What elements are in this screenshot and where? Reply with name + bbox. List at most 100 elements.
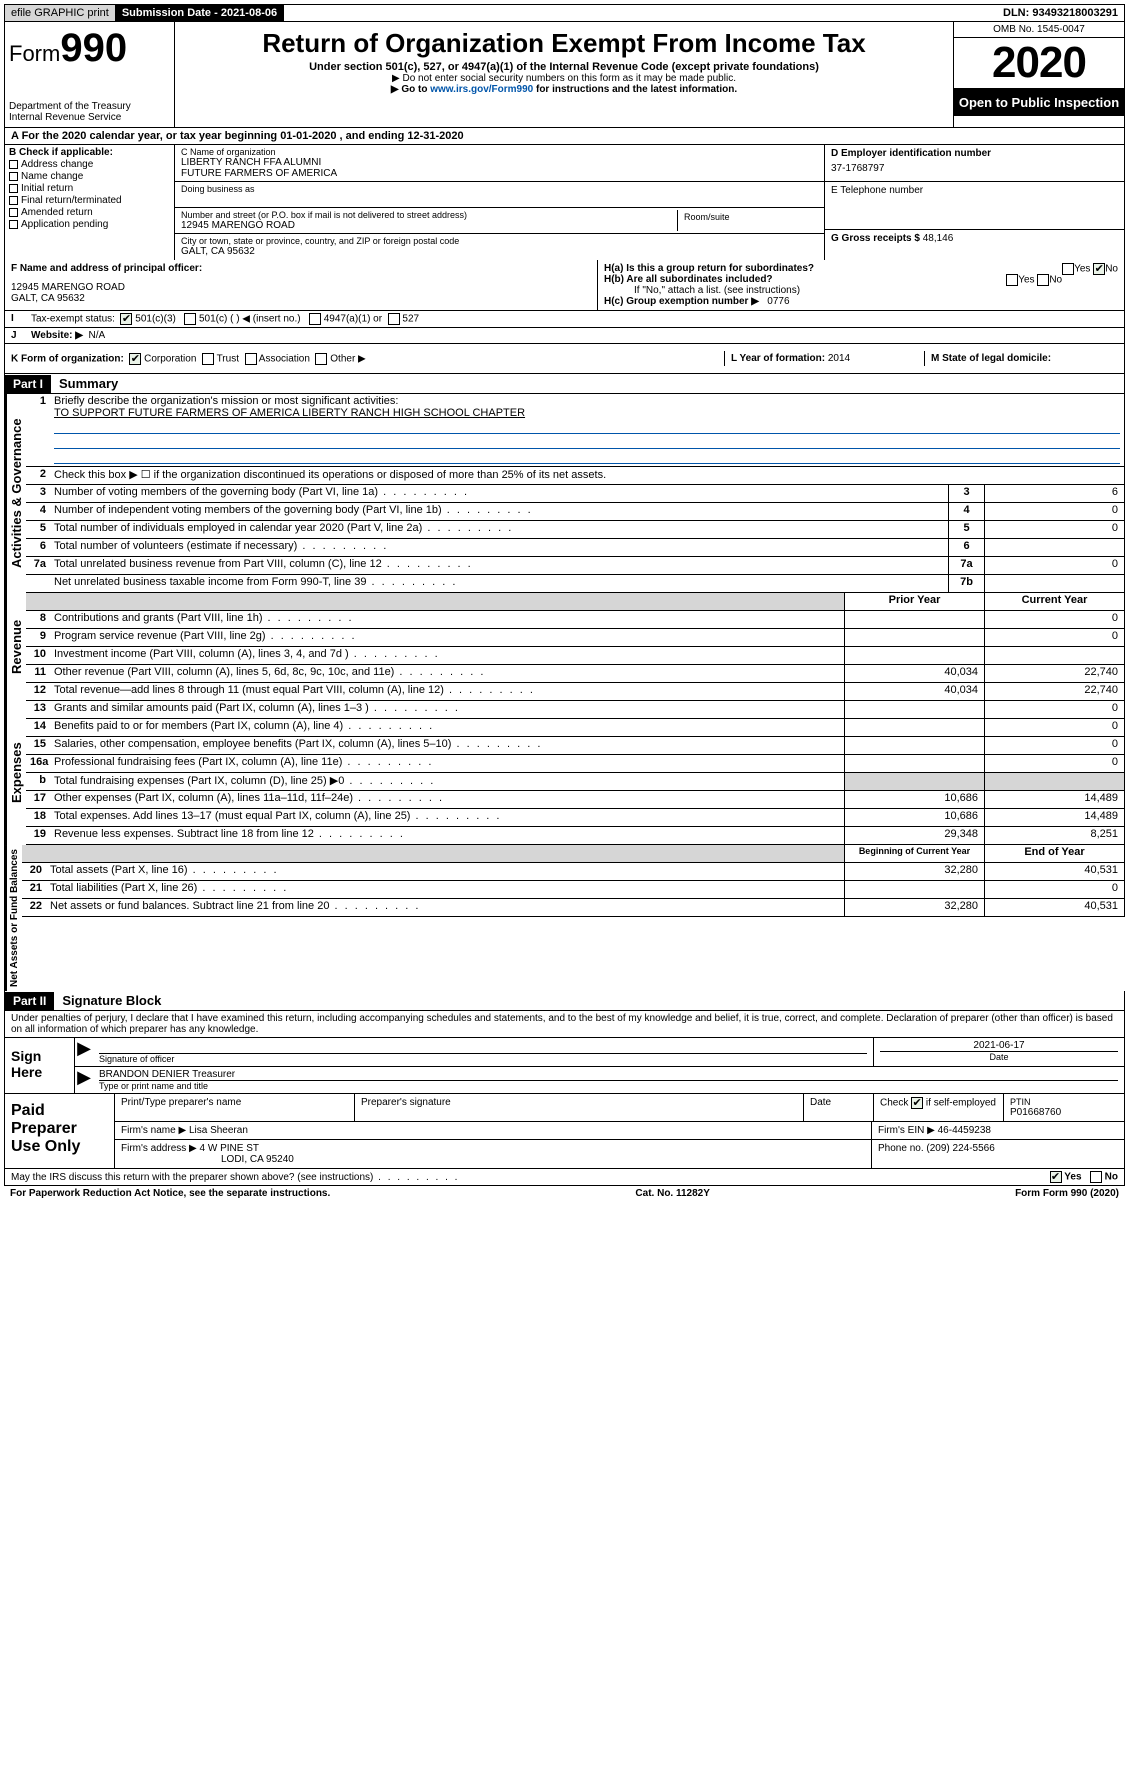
row-num: 13 [26,701,50,718]
q1-text: Briefly describe the organization's miss… [54,395,398,407]
submission-date: Submission Date - 2021-08-06 [116,5,284,21]
chk-final[interactable]: Final return/terminated [9,195,170,206]
row-val: 0 [984,503,1124,520]
subtitle-3: ▶ Go to www.irs.gov/Form990 for instruct… [179,84,949,95]
paperwork: For Paperwork Reduction Act Notice, see … [10,1188,330,1199]
row-current: 0 [984,737,1124,754]
room-lbl: Room/suite [678,210,818,231]
row-prior: 32,280 [844,863,984,880]
sig-officer-lbl: Signature of officer [99,1054,867,1064]
k-opt0: Corporation [144,353,196,364]
chk-pending[interactable]: Application pending [9,219,170,230]
chk-initial[interactable]: Initial return [9,183,170,194]
vlabel-net: Net Assets or Fund Balances [5,845,22,991]
q1-line3 [54,450,1120,464]
discuss-q: May the IRS discuss this return with the… [11,1172,459,1183]
section-net: Net Assets or Fund Balances Beginning of… [4,845,1125,991]
row-val: 0 [984,557,1124,574]
i-501c[interactable] [184,313,196,325]
prep-row-3: Firm's address ▶ 4 W PINE ST LODI, CA 95… [115,1140,1124,1168]
row-current [984,773,1124,790]
org-info-grid: B Check if applicable: Address change Na… [4,145,1125,260]
row-prior: 40,034 [844,665,984,682]
row-num: 20 [22,863,46,880]
hb-yes[interactable] [1006,274,1018,286]
sig-officer-line[interactable] [99,1040,867,1054]
i-4947[interactable] [309,313,321,325]
row-prior [844,611,984,628]
row-current: 0 [984,701,1124,718]
firm-name: Lisa Sheeran [189,1125,248,1136]
chk-name-lbl: Name change [21,171,83,182]
g-box: G Gross receipts $ 48,146 [825,230,1124,247]
chk-address-lbl: Address change [21,159,93,170]
k-trust[interactable] [202,353,214,365]
chk-amended[interactable]: Amended return [9,207,170,218]
data-row: bTotal fundraising expenses (Part IX, co… [26,773,1125,791]
l-val: 2014 [828,353,850,364]
ha-yes[interactable] [1062,263,1074,275]
header-mid: Return of Organization Exempt From Incom… [175,22,954,127]
col-beg: Beginning of Current Year [844,845,984,862]
q1-line2 [54,435,1120,449]
h-a: H(a) Is this a group return for subordin… [604,263,1118,274]
org-name-row: C Name of organization LIBERTY RANCH FFA… [175,145,824,182]
form-ref: Form Form 990 (2020) [1015,1188,1119,1199]
row-num: 16a [26,755,50,772]
q2-text: Check this box ▶ ☐ if the organization d… [50,467,1124,484]
k-corp[interactable] [129,353,141,365]
row-text: Total expenses. Add lines 13–17 (must eq… [50,809,844,826]
col-deg: D Employer identification number 37-1768… [824,145,1124,260]
row-num: 11 [26,665,50,682]
row-num: 6 [26,539,50,556]
j-row: J Website: ▶ N/A [4,328,1125,344]
col-current: Current Year [984,593,1124,610]
row-val [984,539,1124,556]
k-assoc[interactable] [245,353,257,365]
top-bar: efile GRAPHIC print Submission Date - 20… [4,4,1125,22]
chk-address[interactable]: Address change [9,159,170,170]
d-box: D Employer identification number 37-1768… [825,145,1124,182]
row-text: Salaries, other compensation, employee b… [50,737,844,754]
row-current: 40,531 [984,863,1124,880]
row-num: 21 [22,881,46,898]
city-lbl: City or town, state or province, country… [181,236,818,246]
part2-header-row: Part II Signature Block [4,991,1125,1011]
row-text: Investment income (Part VIII, column (A)… [50,647,844,664]
form990-link[interactable]: www.irs.gov/Form990 [430,84,533,95]
city-val: GALT, CA 95632 [181,246,818,257]
bottom-line: For Paperwork Reduction Act Notice, see … [4,1186,1125,1201]
sig-arrow-icon: ▶ [75,1038,93,1066]
prep-self-chk[interactable] [911,1097,923,1109]
row-prior [844,647,984,664]
k-other[interactable] [315,353,327,365]
addr-val: 12945 MARENGO ROAD [181,220,677,231]
discuss-yes[interactable] [1050,1171,1062,1183]
hb-no[interactable] [1037,274,1049,286]
row-val: 6 [984,485,1124,502]
form-num: 990 [60,26,127,70]
sig-name-lbl: Type or print name and title [99,1081,1118,1091]
ha-no[interactable] [1093,263,1105,275]
chk-name[interactable]: Name change [9,171,170,182]
chk-amended-lbl: Amended return [21,207,93,218]
q1-row: 1 Briefly describe the organization's mi… [26,394,1125,467]
row-num: 18 [26,809,50,826]
j-lbl: Website: ▶ [31,330,83,341]
e-lbl: E Telephone number [831,185,1118,196]
e-box: E Telephone number [825,182,1124,230]
row-num: 8 [26,611,50,628]
data-row: 9Program service revenue (Part VIII, lin… [26,629,1125,647]
discuss-no[interactable] [1090,1171,1102,1183]
data-row: 20Total assets (Part X, line 16)32,28040… [22,863,1125,881]
i-527[interactable] [388,313,400,325]
data-row: 18Total expenses. Add lines 13–17 (must … [26,809,1125,827]
row-box: 3 [948,485,984,502]
row-text: Professional fundraising fees (Part IX, … [50,755,844,772]
data-row: 13Grants and similar amounts paid (Part … [26,701,1125,719]
row-num: 19 [26,827,50,844]
i-501c3[interactable] [120,313,132,325]
g-val: 48,146 [923,233,954,244]
prep-h4-pre: Check [880,1098,908,1109]
row-box: 7b [948,575,984,592]
